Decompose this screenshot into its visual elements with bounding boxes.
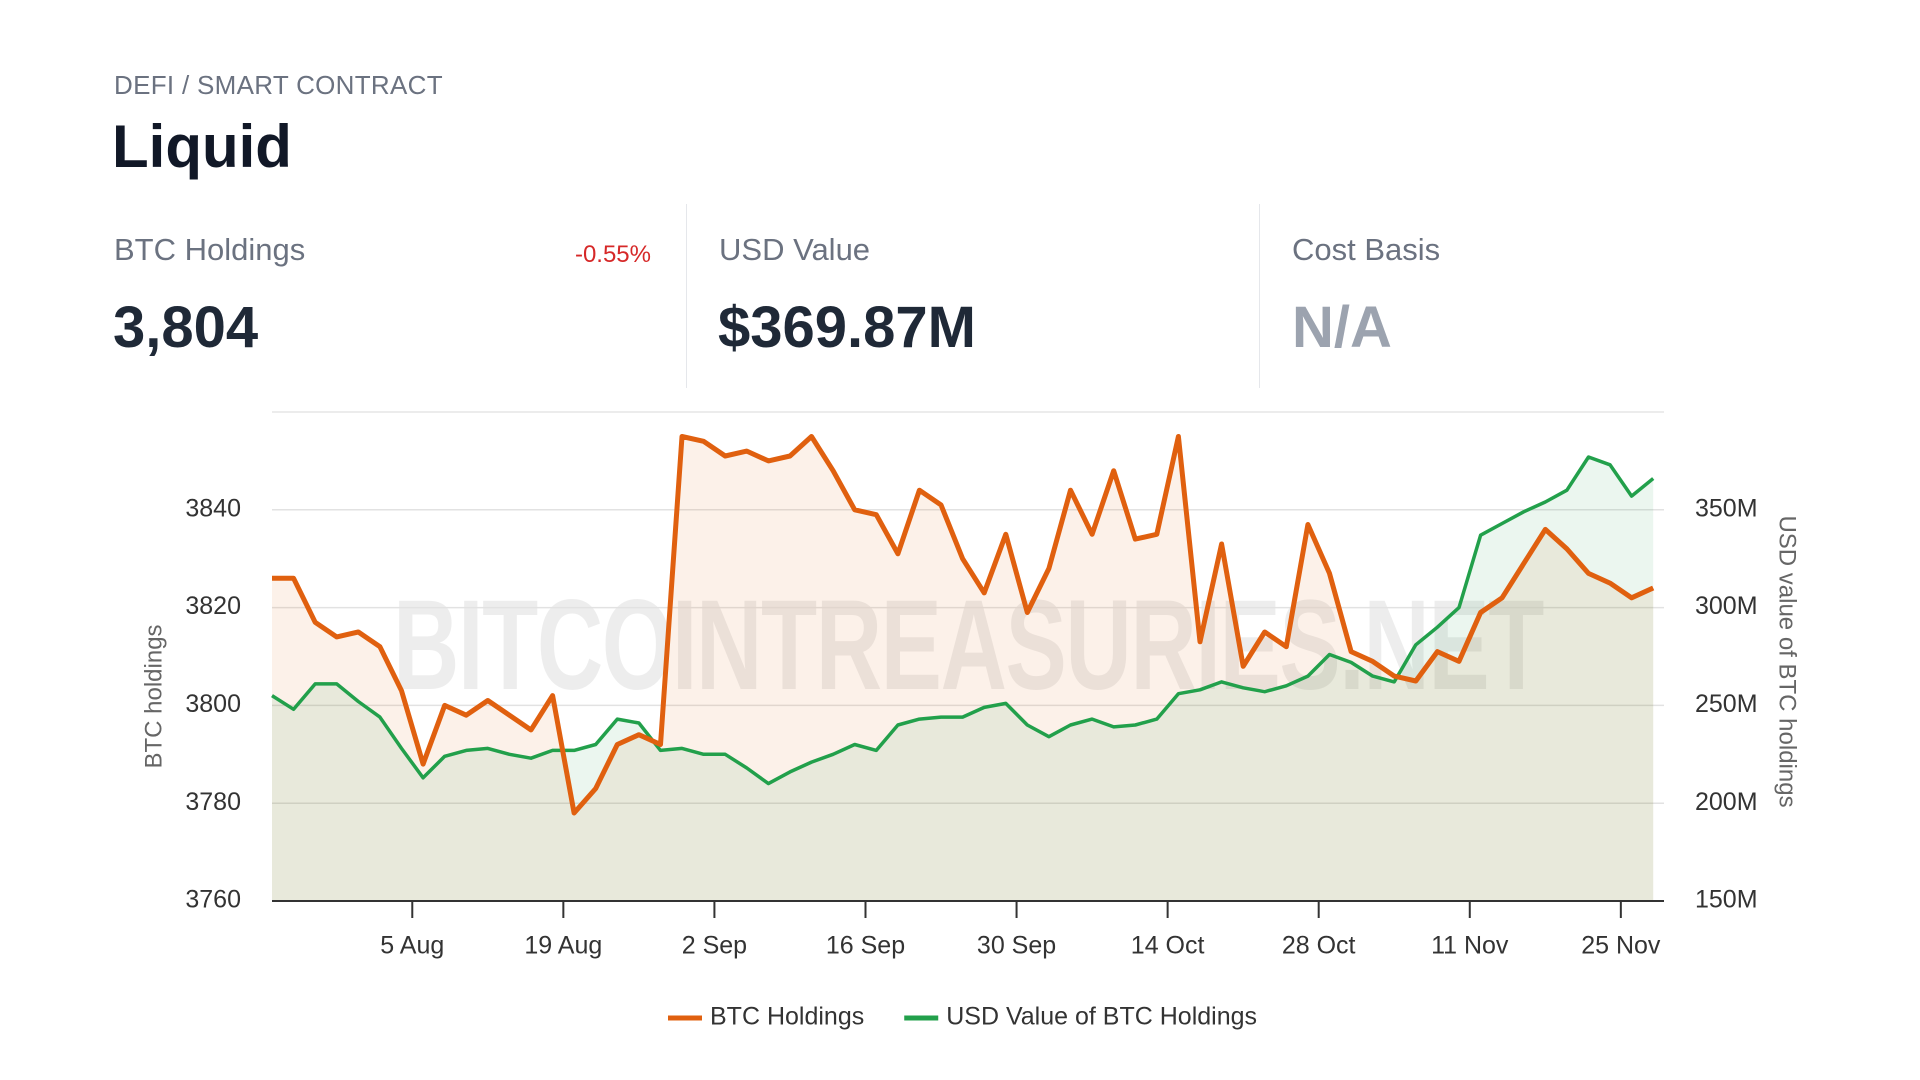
legend-label: USD Value of BTC Holdings — [946, 1003, 1257, 1031]
divider — [1259, 204, 1260, 388]
y2-tick-label: 200M — [1695, 788, 1758, 816]
category: DEFI / SMART CONTRACT — [114, 70, 443, 100]
area-fill — [272, 457, 1654, 901]
y2-axis-title: USD value of BTC holdings — [1774, 515, 1801, 807]
series-line — [271, 455, 1655, 786]
y-tick-label: 3840 — [185, 494, 241, 522]
legend-label: BTC Holdings — [710, 1003, 864, 1031]
x-tick-label: 14 Oct — [1131, 932, 1205, 960]
y-tick-label: 3780 — [185, 788, 241, 816]
page-title: Liquid — [112, 113, 292, 180]
y2-tick-label: 300M — [1695, 592, 1758, 620]
y-tick-label: 3760 — [185, 886, 241, 914]
y2-tick-label: 150M — [1695, 886, 1758, 914]
stat-value: 3,804 — [113, 295, 259, 360]
stat-change: -0.55% — [574, 241, 651, 268]
x-tick-label: 16 Sep — [826, 932, 905, 960]
area-fill — [272, 436, 1654, 901]
stat-label: BTC Holdings — [114, 232, 306, 267]
x-tick-label: 11 Nov — [1431, 932, 1509, 960]
y-axis-title: BTC holdings — [140, 624, 167, 768]
x-tick-label: 25 Nov — [1581, 932, 1661, 960]
stat-value: $369.87M — [718, 295, 976, 360]
x-tick-label: 19 Aug — [524, 932, 602, 960]
stat-label: USD Value — [719, 232, 871, 267]
x-tick-label: 28 Oct — [1282, 932, 1356, 960]
y-tick-label: 3820 — [185, 592, 241, 620]
x-tick-label: 5 Aug — [380, 932, 444, 960]
y2-tick-label: 250M — [1695, 690, 1758, 718]
stat-label: Cost Basis — [1292, 232, 1441, 267]
y2-tick-label: 350M — [1695, 494, 1758, 522]
y-tick-label: 3800 — [185, 690, 241, 718]
divider — [686, 204, 687, 388]
series-line — [272, 434, 1655, 816]
watermark: BITCOINTREASURIES.NET — [393, 574, 1544, 717]
x-tick-label: 2 Sep — [682, 932, 747, 960]
stat-value: N/A — [1292, 295, 1392, 360]
x-tick-label: 30 Sep — [977, 932, 1056, 960]
